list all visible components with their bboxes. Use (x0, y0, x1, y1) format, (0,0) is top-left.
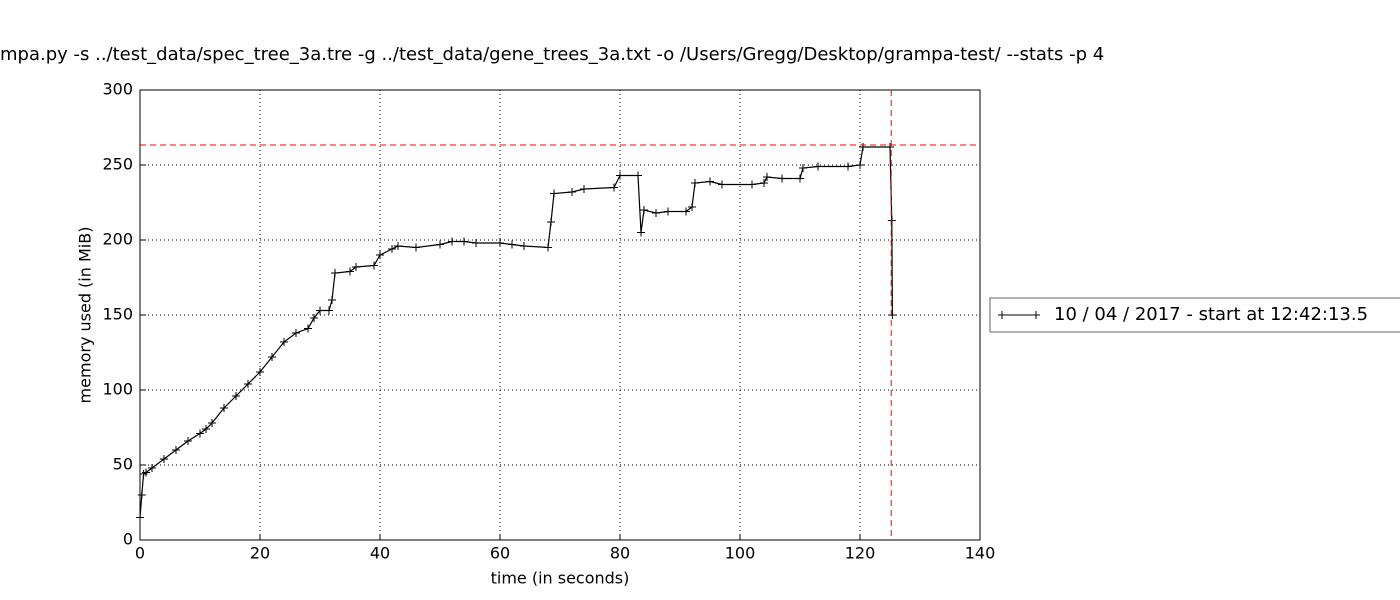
data-marker (208, 419, 216, 427)
y-tick-label: 250 (102, 155, 133, 174)
legend-box (989, 297, 1400, 333)
data-marker (520, 242, 528, 250)
data-marker (304, 324, 312, 333)
data-marker (376, 251, 384, 259)
data-marker (328, 296, 336, 304)
data-marker (568, 188, 576, 196)
chart-title: mpa.py -s ../test_data/spec_tree_3a.tre … (0, 44, 1104, 65)
data-marker (316, 306, 324, 315)
legend-marker (998, 311, 1040, 319)
x-tick-label: 0 (135, 544, 145, 563)
data-marker (691, 179, 699, 187)
data-marker (232, 392, 240, 400)
data-marker (763, 173, 771, 181)
y-axis-label: memory used (in MiB) (76, 227, 95, 404)
data-marker (394, 242, 402, 250)
data-marker (292, 329, 300, 337)
data-marker (508, 240, 516, 249)
x-tick-label: 120 (845, 544, 876, 563)
data-marker (718, 180, 726, 189)
x-tick-label: 40 (370, 544, 390, 563)
data-marker (748, 180, 756, 189)
data-marker (310, 314, 318, 322)
data-marker (148, 464, 156, 472)
data-marker (436, 240, 444, 249)
y-tick-label: 300 (102, 80, 133, 99)
data-marker (448, 237, 456, 246)
data-marker (331, 269, 339, 277)
data-marker (799, 164, 807, 172)
data-marker (412, 243, 420, 252)
y-tick-label: 150 (102, 305, 133, 324)
y-tick-label: 0 (123, 530, 133, 549)
legend-label: 10 / 04 / 2017 - start at 12:42:13.5 (1054, 304, 1368, 325)
data-marker (280, 338, 288, 346)
data-marker (640, 206, 648, 214)
data-marker (352, 263, 360, 271)
data-marker (616, 171, 624, 180)
data-marker (814, 162, 822, 171)
data-marker (137, 491, 146, 499)
data-marker (610, 183, 618, 192)
data-marker (844, 162, 852, 171)
x-axis-label: time (in seconds) (491, 569, 630, 588)
data-marker (370, 261, 378, 270)
data-marker (184, 437, 192, 445)
data-marker (859, 143, 867, 151)
data-marker (244, 380, 252, 388)
x-tick-label: 80 (610, 544, 630, 563)
data-marker (268, 353, 276, 361)
data-marker (496, 239, 504, 247)
data-marker (637, 228, 645, 237)
x-tick-label: 60 (490, 544, 510, 563)
data-marker (172, 446, 180, 454)
data-marker (856, 161, 864, 169)
data-marker (325, 306, 333, 315)
data-marker (664, 207, 672, 216)
data-marker (220, 404, 228, 412)
y-tick-label: 200 (102, 230, 133, 249)
data-marker (887, 216, 896, 225)
data-marker (346, 267, 354, 276)
data-marker (634, 171, 642, 180)
data-marker (196, 429, 204, 438)
data-marker (796, 174, 804, 183)
data-marker (888, 311, 897, 319)
data-marker (142, 468, 150, 477)
data-marker (160, 455, 168, 463)
data-marker (760, 179, 768, 187)
data-marker (460, 237, 468, 246)
data-marker (706, 177, 714, 186)
data-marker (688, 203, 696, 211)
x-tick-label: 140 (965, 544, 996, 563)
data-marker (652, 209, 660, 217)
y-tick-label: 100 (102, 380, 133, 399)
x-tick-label: 20 (250, 544, 270, 563)
plot-frame (139, 89, 981, 541)
y-tick-label: 50 (113, 455, 133, 474)
data-marker (388, 245, 396, 253)
x-tick-label: 100 (725, 544, 756, 563)
data-marker (580, 185, 588, 193)
data-marker (544, 243, 552, 252)
data-marker (778, 174, 786, 183)
data-marker (136, 513, 144, 522)
data-marker (256, 368, 264, 376)
data-marker (547, 218, 555, 226)
data-marker (886, 143, 894, 151)
data-marker (472, 239, 480, 247)
data-marker (202, 425, 210, 433)
data-marker (682, 207, 690, 216)
data-marker (550, 189, 558, 198)
